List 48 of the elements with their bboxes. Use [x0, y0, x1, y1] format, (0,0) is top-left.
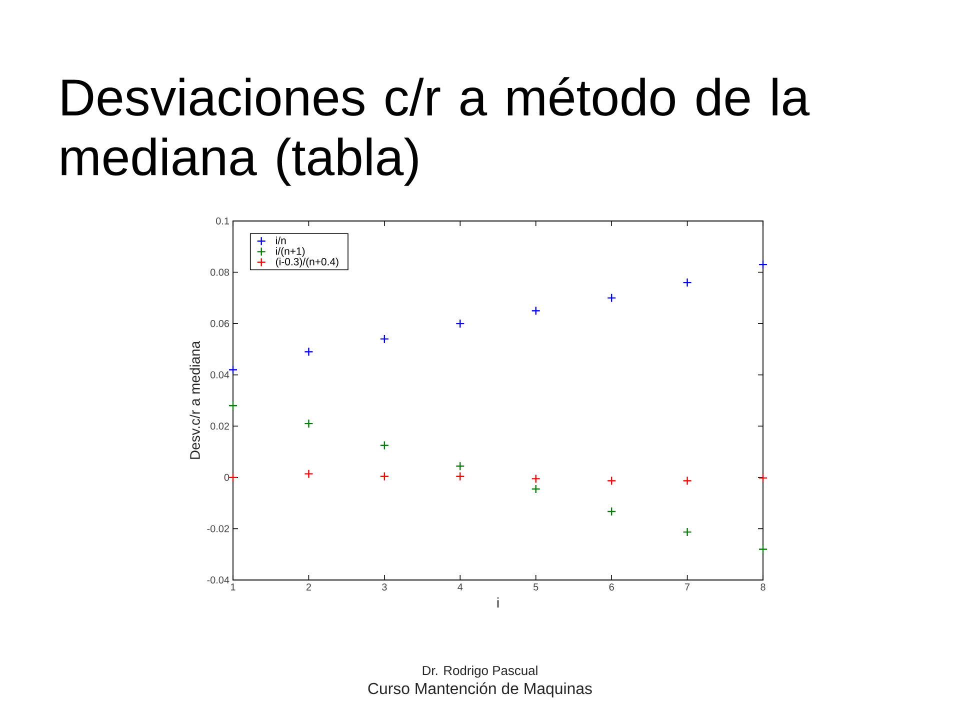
- legend-label: i/(n+1): [276, 247, 305, 257]
- text: Dr. Rodrigo Pascual: [422, 666, 538, 678]
- point: [380, 334, 390, 344]
- point: [758, 544, 768, 554]
- point: [228, 401, 238, 410]
- point: [456, 472, 465, 481]
- text: Curso Mantención de Maquinas: [368, 682, 592, 698]
- point: [682, 476, 692, 486]
- y-tick-label: 0.08: [210, 268, 230, 276]
- y-tick-label: 0: [224, 474, 230, 481]
- x-tick-label: 2: [306, 584, 311, 590]
- point: [228, 365, 238, 374]
- point: [606, 293, 616, 303]
- x-tick-label: 7: [685, 584, 690, 590]
- point: [456, 462, 465, 471]
- point: [606, 476, 616, 486]
- y-tick-label: 0.1: [216, 217, 230, 225]
- point: [304, 418, 314, 428]
- legend-label: (i-0.3)/(n+0.4): [276, 258, 338, 268]
- point: [456, 318, 465, 328]
- point: [531, 474, 540, 484]
- x-axis-title: i: [497, 597, 499, 608]
- y-tick-label: 0.02: [210, 422, 229, 430]
- y-tick-label: -0.04: [207, 576, 230, 584]
- legend-label: i/n: [276, 236, 286, 244]
- y-tick-label: -0.02: [207, 525, 229, 532]
- x-tick-label: 8: [760, 584, 766, 591]
- point: [380, 472, 390, 481]
- y-axis-title: Desv.c/r a mediana: [190, 340, 200, 459]
- point: [682, 278, 692, 288]
- x-tick-label: 4: [458, 584, 463, 590]
- x-tick-label: 5: [533, 584, 538, 590]
- point: [304, 469, 314, 478]
- point: [531, 484, 540, 494]
- y-tick-label: 0.06: [210, 320, 230, 328]
- chart-title: Desviaciones c/r a método de la mediana (tabla): [62, 77, 810, 186]
- x-tick-label: 6: [609, 584, 614, 591]
- point: [682, 527, 692, 537]
- point: [758, 260, 768, 270]
- x-tick-label: 3: [382, 584, 387, 591]
- point: [228, 472, 238, 482]
- x-tick-label: 1: [231, 584, 236, 590]
- y-tick-label: 0.04: [210, 371, 230, 378]
- point: [304, 347, 314, 356]
- point: [606, 506, 616, 516]
- point: [531, 306, 540, 316]
- point: [758, 473, 768, 483]
- point: [380, 440, 390, 450]
